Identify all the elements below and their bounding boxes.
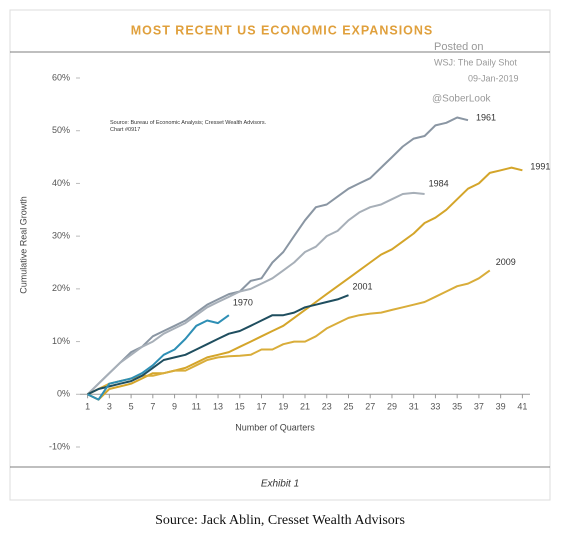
x-tick-label: 13 — [213, 402, 223, 412]
x-tick-label: 1 — [85, 402, 90, 412]
x-tick-label: 5 — [129, 402, 134, 412]
x-axis-label: Number of Quarters — [235, 422, 315, 432]
x-tick-label: 37 — [474, 402, 484, 412]
y-tick-label: 60% — [52, 72, 70, 82]
watermark: @SoberLook — [432, 94, 492, 105]
x-tick-label: 31 — [409, 402, 419, 412]
x-tick-label: 3 — [107, 402, 112, 412]
x-tick-label: 17 — [257, 402, 267, 412]
x-tick-label: 19 — [278, 402, 288, 412]
series-line — [86, 191, 425, 396]
x-tick-label: 39 — [496, 402, 506, 412]
source-note-box: Source: Bureau of Economic Analysis; Cre… — [110, 120, 267, 134]
series-label: 1984 — [429, 178, 449, 188]
x-tick-label: 23 — [322, 402, 332, 412]
x-tick-label: 27 — [365, 402, 375, 412]
x-tick-label: 11 — [192, 402, 201, 412]
y-tick-label: 10% — [52, 336, 70, 346]
series-line — [87, 314, 230, 401]
footer: Exhibit 1 — [261, 479, 299, 490]
chart-title: MOST RECENT US ECONOMIC EXPANSIONS — [131, 23, 434, 37]
watermark: Posted on — [434, 41, 484, 53]
x-tick-label: 35 — [452, 402, 462, 412]
y-tick-label: 20% — [52, 283, 70, 293]
series-line — [87, 294, 349, 396]
series-line — [86, 116, 469, 396]
x-tick-label: 9 — [172, 402, 177, 412]
y-tick-label: 40% — [52, 178, 70, 188]
series-label: 1970 — [233, 298, 253, 308]
series-line — [87, 269, 491, 396]
x-tick-label: 21 — [300, 402, 310, 412]
watermark: WSJ: The Daily Shot — [434, 57, 517, 67]
x-tick-label: 25 — [343, 402, 353, 412]
y-tick-label: 50% — [52, 125, 70, 135]
x-tick-label: 29 — [387, 402, 397, 412]
watermark: 09-Jan-2019 — [468, 73, 519, 83]
caption: Source: Jack Ablin, Cresset Wealth Advis… — [155, 513, 405, 528]
series-label: 2001 — [352, 282, 372, 292]
series-label: 1991 — [530, 162, 550, 172]
x-tick-label: 15 — [235, 402, 245, 412]
x-tick-label: 7 — [150, 402, 155, 412]
y-tick-label: -10% — [49, 441, 70, 451]
y-tick-label: 30% — [52, 231, 70, 241]
x-tick-label: 41 — [517, 402, 527, 412]
y-tick-label: 0% — [57, 389, 70, 399]
series-label: 2009 — [496, 257, 516, 267]
x-tick-label: 33 — [430, 402, 440, 412]
source-note: Source: Bureau of Economic Analysis; Cre… — [110, 120, 267, 134]
series-label: 1961 — [476, 113, 496, 123]
y-axis-label: Cumulative Real Growth — [18, 196, 28, 294]
